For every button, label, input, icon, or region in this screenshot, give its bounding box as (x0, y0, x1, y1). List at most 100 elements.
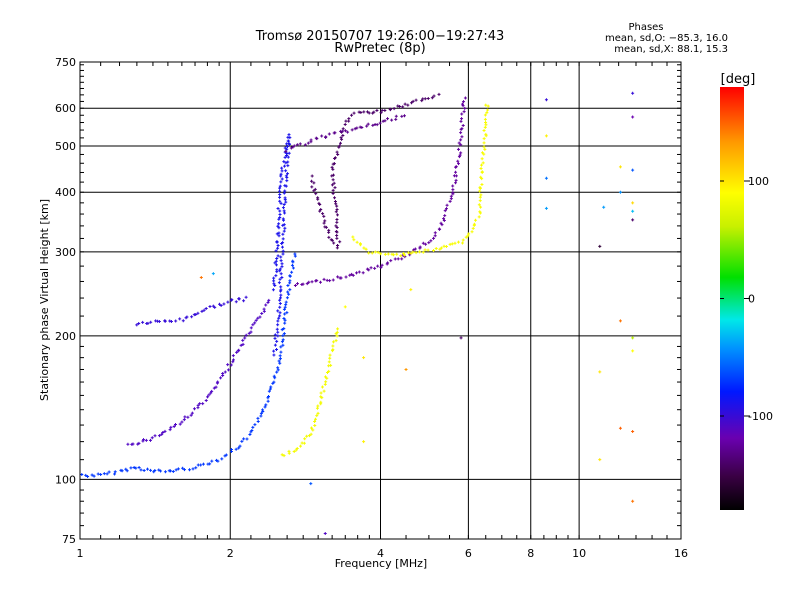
trace-point (418, 250, 422, 254)
trace-point (244, 295, 248, 299)
trace-point (483, 117, 487, 121)
trace-point (283, 155, 287, 159)
trace-point (288, 279, 292, 283)
trace-point (201, 402, 205, 406)
trace-point (466, 234, 470, 238)
trace-point (322, 389, 326, 393)
trace-point (279, 345, 283, 349)
trace-point (286, 290, 290, 294)
trace-point (150, 436, 154, 440)
trace-point (319, 400, 323, 404)
trace-point (310, 280, 314, 284)
trace-point (134, 466, 138, 470)
trace-point (292, 449, 296, 453)
trace-point (355, 240, 359, 244)
trace-point (451, 191, 455, 195)
scatter-point (211, 272, 215, 276)
trace-point (292, 144, 296, 148)
trace-point (226, 363, 230, 367)
trace-point (336, 153, 340, 157)
x-tick-label: 16 (674, 547, 688, 560)
trace-point (333, 199, 337, 203)
scatter-point (618, 190, 622, 194)
trace-point (331, 192, 335, 196)
trace-point (238, 444, 242, 448)
trace-point (386, 252, 390, 256)
trace-point (313, 423, 317, 427)
trace-point (131, 442, 135, 446)
trace-point (183, 415, 187, 419)
trace-point (312, 189, 316, 193)
scatter-point (598, 244, 602, 248)
trace-point (309, 138, 313, 142)
x-tick-label: 8 (527, 547, 534, 560)
trace-point (286, 139, 290, 143)
trace-point (389, 259, 393, 263)
trace-point (174, 468, 178, 472)
y-tick-label: 500 (55, 140, 76, 153)
trace-point (379, 252, 383, 256)
trace-point (486, 108, 490, 112)
trace-point (437, 92, 441, 96)
trace-point (174, 319, 178, 323)
trace-point (272, 276, 276, 280)
trace-point (288, 142, 292, 146)
trace-point (259, 411, 263, 415)
trace-point (334, 210, 338, 214)
trace-point (320, 134, 324, 138)
trace-point (480, 151, 484, 155)
trace-point (153, 468, 157, 472)
trace-point (274, 274, 278, 278)
trace-point (459, 119, 463, 123)
trace-point (484, 103, 488, 107)
trace-point (328, 353, 332, 357)
trace-point (283, 312, 287, 316)
scatter-point (598, 458, 602, 462)
trace-point (448, 242, 452, 246)
trace-point (471, 226, 475, 230)
trace-point (272, 282, 276, 286)
trace-point (137, 466, 141, 470)
trace-point (451, 184, 455, 188)
trace-point (307, 280, 311, 284)
trace-point (367, 268, 371, 272)
trace-point (467, 232, 471, 236)
trace-point (231, 358, 235, 362)
trace-point (392, 107, 396, 111)
trace-point (188, 468, 192, 472)
scatter-point (631, 115, 635, 119)
trace-point (280, 241, 284, 245)
trace-point (274, 259, 278, 263)
trace-point (189, 413, 193, 417)
trace-point (386, 117, 390, 121)
trace-point (332, 241, 336, 245)
trace-point (366, 122, 370, 126)
trace-point (478, 210, 482, 214)
scatter-point (323, 532, 327, 536)
trace-point (327, 230, 331, 234)
trace-point (245, 437, 249, 441)
trace-point (411, 250, 415, 254)
trace-point (335, 218, 339, 222)
trace-point (434, 246, 438, 250)
trace-point (427, 241, 431, 245)
trace-point (355, 126, 359, 130)
trace-point (279, 259, 283, 263)
trace-point (250, 428, 254, 432)
trace-point (284, 149, 288, 153)
colorbar-label: [deg] (721, 72, 756, 87)
trace-point (273, 343, 277, 347)
trace-point (335, 234, 339, 238)
trace-point (137, 441, 141, 445)
trace-point (394, 114, 398, 118)
trace-point (390, 118, 394, 122)
trace-point (376, 264, 380, 268)
trace-point (335, 226, 339, 230)
trace-point (332, 162, 336, 166)
trace-point (335, 330, 339, 334)
trace-point (266, 399, 270, 403)
trace-point (367, 251, 371, 255)
trace-point (261, 408, 265, 412)
trace-point (301, 282, 305, 286)
trace-point (485, 111, 489, 115)
